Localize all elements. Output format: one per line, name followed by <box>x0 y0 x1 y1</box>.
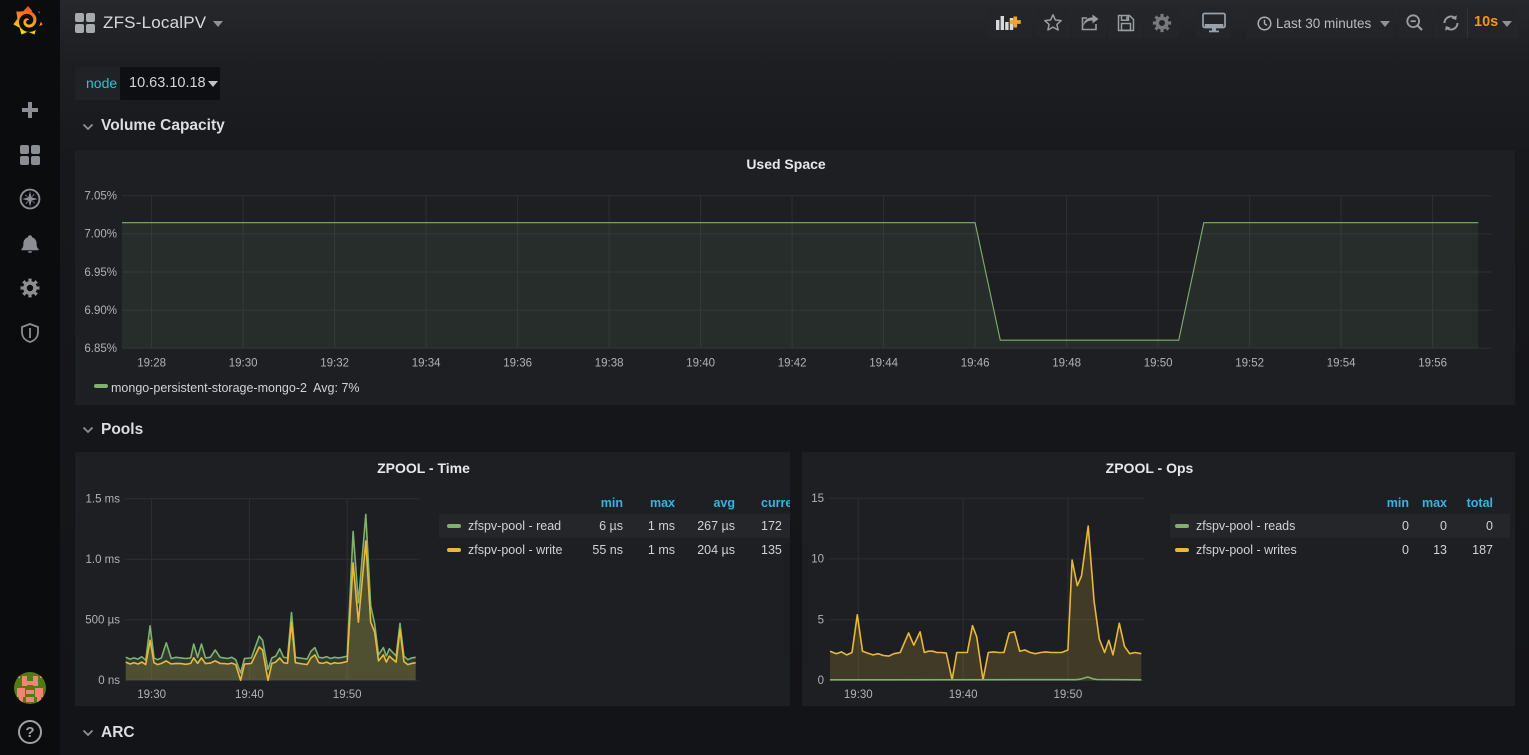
svg-text:19:40: 19:40 <box>949 689 978 701</box>
svg-text:500 µs: 500 µs <box>85 615 120 627</box>
svg-text:19:28: 19:28 <box>137 358 166 370</box>
svg-text:19:50: 19:50 <box>1054 689 1083 701</box>
svg-text:19:54: 19:54 <box>1327 358 1356 370</box>
svg-text:19:52: 19:52 <box>1235 358 1264 370</box>
svg-text:19:36: 19:36 <box>503 358 532 370</box>
svg-text:19:40: 19:40 <box>686 358 715 370</box>
svg-text:19:46: 19:46 <box>961 358 990 370</box>
svg-text:6.95%: 6.95% <box>84 267 117 279</box>
svg-text:19:30: 19:30 <box>229 358 258 370</box>
svg-text:19:40: 19:40 <box>235 689 264 701</box>
svg-text:19:50: 19:50 <box>1144 358 1173 370</box>
svg-text:0: 0 <box>818 675 824 687</box>
svg-text:19:50: 19:50 <box>333 689 362 701</box>
svg-text:0 ns: 0 ns <box>98 675 120 687</box>
svg-text:6.85%: 6.85% <box>84 343 117 355</box>
svg-text:19:42: 19:42 <box>778 358 807 370</box>
svg-text:5: 5 <box>818 615 824 627</box>
svg-text:19:38: 19:38 <box>595 358 624 370</box>
svg-text:19:30: 19:30 <box>137 689 166 701</box>
svg-text:15: 15 <box>811 493 824 505</box>
svg-text:19:48: 19:48 <box>1052 358 1081 370</box>
svg-text:7.00%: 7.00% <box>84 229 117 241</box>
svg-text:1.5 ms: 1.5 ms <box>85 494 120 506</box>
svg-text:19:34: 19:34 <box>412 358 441 370</box>
svg-text:19:30: 19:30 <box>844 689 873 701</box>
svg-text:1.0 ms: 1.0 ms <box>85 554 120 566</box>
svg-text:19:44: 19:44 <box>869 358 898 370</box>
svg-text:6.90%: 6.90% <box>84 305 117 317</box>
svg-text:10: 10 <box>811 554 824 566</box>
svg-text:19:32: 19:32 <box>320 358 349 370</box>
svg-text:7.05%: 7.05% <box>84 191 117 203</box>
svg-text:19:56: 19:56 <box>1418 358 1447 370</box>
